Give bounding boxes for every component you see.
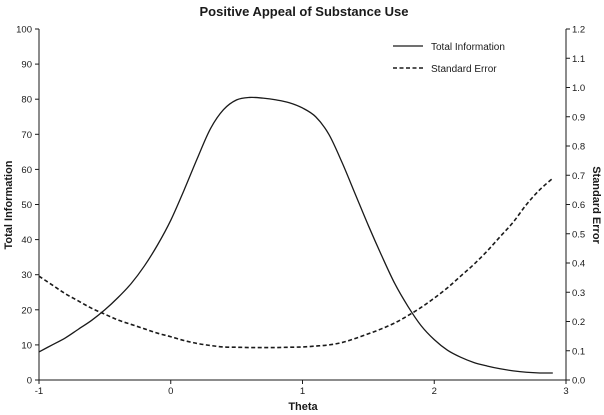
y-right-tick-label: 0.6: [572, 200, 585, 211]
y-right-tick-label: 0.7: [572, 171, 585, 182]
x-tick-label: 2: [432, 386, 437, 397]
y-left-tick-label: 70: [21, 130, 32, 141]
y-left-tick-label: 0: [27, 376, 32, 387]
y-right-tick-label: 1.1: [572, 54, 585, 65]
y-right-tick-label: 0.9: [572, 112, 585, 123]
chart-title: Positive Appeal of Substance Use: [199, 4, 408, 19]
legend-label-total-information: Total Information: [431, 42, 505, 53]
y-left-tick-label: 20: [21, 305, 32, 316]
y-right-tick-label: 0.5: [572, 229, 585, 240]
x-tick-label: 3: [563, 386, 568, 397]
y-right-tick-label: 0.1: [572, 346, 585, 357]
y-right-tick-label: 0.4: [572, 259, 585, 270]
axes: -1 0 1 2 301020304050607080901000.00.10.20.3…: [16, 25, 585, 398]
y-right-tick-label: 0.3: [572, 288, 585, 299]
legend-label-standard-error: Standard Error: [431, 64, 497, 75]
y-right-axis-label: Standard Error: [590, 166, 602, 244]
y-right-tick-label: 0.0: [572, 376, 585, 387]
y-left-tick-label: 80: [21, 95, 32, 106]
x-tick-label: 0: [168, 386, 173, 397]
y-right-tick-label: 0.2: [572, 317, 585, 328]
y-right-tick-label: 1.0: [572, 83, 585, 94]
y-left-tick-label: 50: [21, 200, 32, 211]
legend: Total Information Standard Error: [393, 42, 505, 75]
y-left-tick-label: 30: [21, 270, 32, 281]
y-left-tick-label: 90: [21, 60, 32, 71]
total-information-line: [38, 96, 553, 374]
standard-error-line: [38, 177, 554, 349]
y-left-tick-label: 100: [16, 25, 32, 36]
x-axis-label: Theta: [288, 401, 318, 413]
x-tick-label: -1: [35, 386, 43, 397]
x-tick-label: 1: [300, 386, 305, 397]
y-left-tick-label: 60: [21, 165, 32, 176]
y-left-axis-label: Total Information: [3, 160, 15, 249]
y-right-tick-label: 1.2: [572, 25, 585, 36]
y-right-tick-label: 0.8: [572, 142, 585, 153]
plot-area: [38, 96, 554, 374]
y-left-tick-label: 10: [21, 340, 32, 351]
y-left-tick-label: 40: [21, 235, 32, 246]
